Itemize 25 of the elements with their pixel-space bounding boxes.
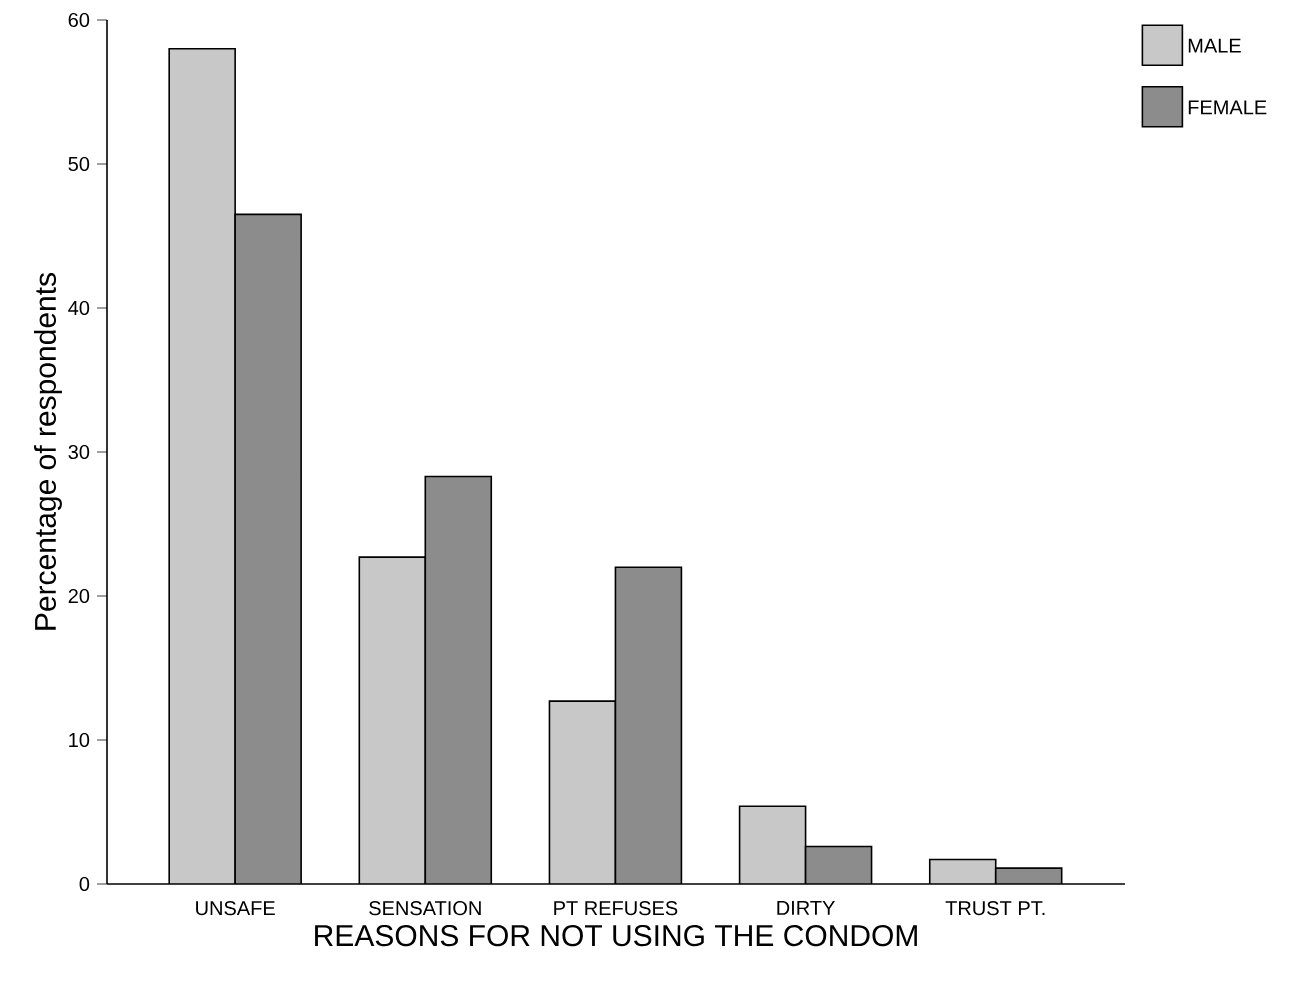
x-tick-label: SENSATION: [369, 901, 481, 916]
y-axis-title: Percentage of respondents: [33, 273, 62, 630]
y-tick-label: 10: [69, 732, 90, 748]
bar: [928, 858, 997, 884]
bar: [739, 806, 806, 884]
bar: [805, 846, 872, 884]
y-tick-label: 60: [68, 12, 90, 28]
y-tick-label: 30: [68, 444, 90, 460]
y-tick-label: 0: [79, 876, 90, 892]
y-tick-label: 20: [68, 588, 90, 604]
legend-label: MALE: [1188, 38, 1241, 53]
x-tick-label: TRUST PT.: [945, 901, 1045, 916]
x-tick-label: DIRTY: [777, 901, 835, 915]
legend-label: FEMALE: [1188, 100, 1267, 115]
y-tick-label: 50: [68, 156, 90, 172]
bar: [359, 557, 426, 884]
y-tick-label: 40: [68, 300, 90, 316]
x-axis-title: REASONS FOR NOT USING THE CONDOM: [315, 924, 917, 947]
bar: [169, 48, 236, 884]
x-tick-label: PT REFUSES: [554, 901, 678, 916]
bar: [615, 567, 682, 884]
bar: [235, 214, 302, 884]
bar: [425, 476, 492, 884]
bar: [549, 701, 616, 884]
x-tick-label: UNSAFE: [196, 901, 275, 916]
